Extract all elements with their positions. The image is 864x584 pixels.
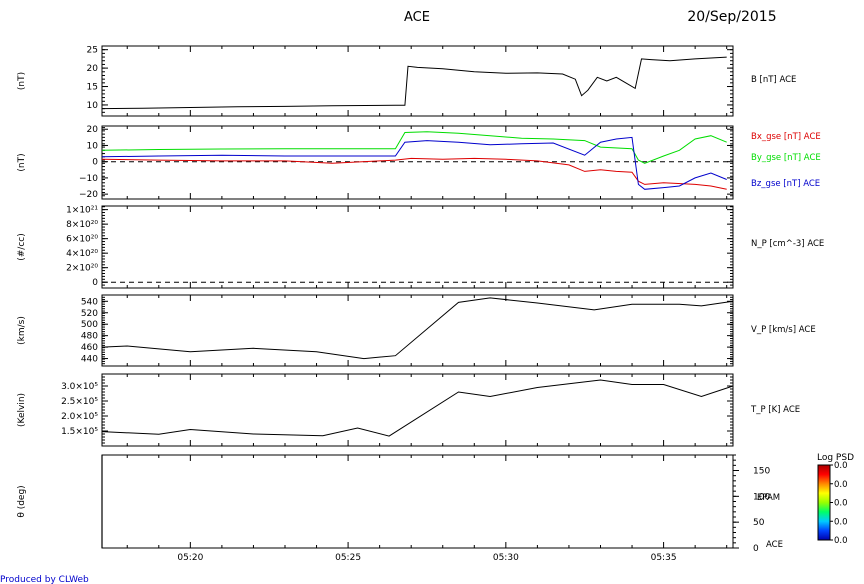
y-tick-label: 10	[87, 101, 99, 111]
right-tick-label: 150	[753, 467, 770, 477]
y-tick-label: 2.5×10⁵	[61, 397, 98, 407]
colorbar-title: Log PSD	[817, 453, 854, 463]
series-label: ACE	[766, 540, 783, 550]
chart-date: 20/Sep/2015	[687, 9, 776, 25]
right-tick-label: 100	[753, 492, 770, 502]
series-label: B [nT] ACE	[751, 75, 796, 85]
y-tick-label: 8×10²⁰	[66, 220, 98, 230]
series-line	[101, 157, 727, 190]
panel-frame	[101, 294, 734, 367]
y-tick-label: −10	[79, 174, 98, 184]
colorbar-tick-label: 0.0	[834, 499, 848, 509]
series-label: N_P [cm^-3] ACE	[751, 239, 824, 249]
series-line	[101, 56, 727, 110]
panel-5: (Kelvin) 1.5×10⁵ 2.0×10⁵ 2.5×10⁵ 3.0×10⁵ T_P …	[17, 373, 800, 447]
panel-frame	[101, 454, 734, 549]
series-label: T_P [K] ACE	[750, 405, 800, 415]
y-tick-label: 1×10²¹	[66, 206, 98, 216]
y-tick-label: 480	[81, 332, 98, 342]
series-label: EPAM	[757, 493, 780, 503]
right-tick-label: 50	[753, 518, 765, 528]
colorbar-tick-label: 0.0	[834, 536, 848, 546]
y-tick-label: 2.0×10⁵	[61, 412, 98, 422]
y-tick-label: 1.5×10⁵	[61, 427, 98, 437]
panel-frame	[101, 125, 734, 200]
y-axis-label: (km/s)	[17, 316, 27, 345]
y-tick-label: 0	[92, 158, 98, 168]
y-tick-label: 4×10²⁰	[66, 249, 98, 259]
panel-3: (#/cc) 0 2×10²⁰ 4×10²⁰ 6×10²⁰ 8×10²⁰ 1×10²¹ N_P…	[17, 205, 824, 289]
y-tick-label: 2×10²⁰	[66, 264, 98, 274]
y-tick-label: 25	[87, 46, 98, 56]
series-line	[101, 297, 734, 360]
y-tick-label: 520	[81, 309, 98, 319]
series-label: V_P [km/s] ACE	[751, 325, 816, 335]
y-tick-label: 15	[87, 83, 98, 93]
chart-title: ACE	[404, 10, 430, 25]
colorbar	[817, 464, 831, 541]
x-tick-label: 05:35	[651, 553, 677, 563]
series-line	[101, 379, 734, 437]
y-axis-label: θ (deg)	[17, 485, 27, 517]
y-tick-label: 540	[81, 297, 98, 307]
panel-1: (nT) 10 15 20 25 B [nT] ACE	[17, 45, 796, 117]
series-line	[101, 131, 727, 164]
y-tick-label: −20	[79, 190, 98, 200]
series-label: Bz_gse [nT] ACE	[751, 179, 820, 189]
colorbar-tick-label: 0.0	[834, 480, 848, 490]
colorbar-tick-label: 0.0	[834, 461, 848, 471]
x-tick-label: 05:20	[177, 553, 203, 563]
y-tick-label: 500	[81, 320, 98, 330]
y-tick-label: 6×10²⁰	[66, 235, 98, 245]
x-tick-label: 05:30	[493, 553, 519, 563]
series-label: Bx_gse [nT] ACE	[751, 132, 821, 142]
y-tick-label: 0	[92, 278, 98, 288]
panel-2: (nT) −20 −10 0 10 20 Bx_gse [nT] ACE By_gse [nT…	[17, 125, 821, 200]
y-tick-label: 20	[87, 64, 99, 74]
series-label: By_gse [nT] ACE	[751, 153, 821, 163]
series-line	[101, 136, 727, 190]
panel-frame	[101, 205, 734, 289]
y-tick-label: 20	[87, 125, 99, 135]
y-tick-label: 3.0×10⁵	[61, 382, 98, 392]
y-axis-label: (nT)	[17, 153, 27, 171]
x-tick-label: 05:25	[335, 553, 361, 563]
footer-credit: Produced by CLWeb	[0, 575, 89, 584]
y-axis-label: (#/cc)	[17, 233, 27, 261]
y-tick-label: 10	[87, 141, 99, 151]
y-tick-label: 460	[81, 343, 98, 353]
y-axis-label: (nT)	[17, 72, 27, 90]
panel-frame	[101, 45, 734, 117]
y-axis-label: (Kelvin)	[17, 393, 27, 427]
colorbar-tick-label: 0.0	[834, 517, 848, 527]
y-tick-label: 440	[81, 355, 98, 365]
right-tick-label: 0	[753, 544, 759, 554]
